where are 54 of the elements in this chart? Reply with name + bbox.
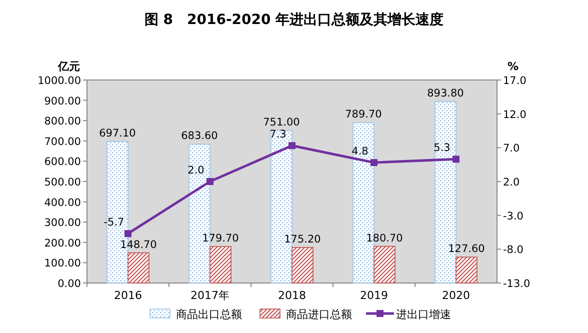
bar bbox=[374, 246, 396, 284]
data-label: 5.3 bbox=[434, 142, 450, 154]
y-tick-label: 900.00 bbox=[44, 95, 81, 108]
y-tick-label: 800.00 bbox=[44, 116, 81, 128]
data-label: 2.0 bbox=[188, 164, 204, 176]
x-tick-label: 2017年 bbox=[190, 289, 230, 302]
bar bbox=[456, 256, 478, 284]
point bbox=[206, 178, 214, 185]
legend-label: 商品进口总额 bbox=[286, 308, 352, 321]
y2-tick-label: 7.0 bbox=[503, 142, 520, 155]
y-tick-label: 600.00 bbox=[44, 156, 81, 168]
point bbox=[288, 142, 296, 150]
y2-tick-label: 17.0 bbox=[503, 75, 526, 87]
data-label: 179.70 bbox=[202, 232, 239, 245]
data-label: -5.7 bbox=[104, 216, 124, 229]
data-label: 7.3 bbox=[270, 128, 286, 141]
point bbox=[452, 156, 460, 163]
data-label: 4.8 bbox=[352, 146, 368, 158]
y-tick-label: 400.00 bbox=[44, 196, 81, 209]
bar bbox=[292, 247, 314, 284]
point bbox=[370, 159, 378, 166]
data-label: 893.80 bbox=[427, 88, 464, 100]
y2-tick-label: -13.0 bbox=[503, 278, 530, 290]
y2-tick-label: -8.0 bbox=[503, 244, 524, 256]
y2-tick-label: -3.0 bbox=[503, 210, 524, 222]
x-tick-label: 2016 bbox=[114, 289, 142, 302]
data-label: 175.20 bbox=[284, 233, 321, 246]
legend-label: 商品出口总额 bbox=[176, 308, 242, 321]
y-tick-label: 700.00 bbox=[44, 136, 81, 148]
y2-axis-title: % bbox=[507, 60, 519, 73]
y2-tick-label: 12.0 bbox=[503, 108, 526, 121]
y-tick-label: 1000.00 bbox=[38, 75, 81, 87]
y-tick-label: 300.00 bbox=[44, 217, 81, 230]
x-tick-label: 2019 bbox=[360, 289, 388, 302]
y-tick-label: 200.00 bbox=[44, 237, 81, 250]
y-axis-title: 亿元 bbox=[57, 60, 80, 73]
y-tick-label: 500.00 bbox=[44, 176, 81, 188]
x-tick-label: 2020 bbox=[442, 289, 470, 302]
data-label: 127.60 bbox=[448, 243, 485, 256]
chart-title: 图 8 2016-2020 年进出口总额及其增长速度 bbox=[144, 11, 444, 28]
data-label: 180.70 bbox=[366, 232, 403, 244]
y-tick-label: 0.00 bbox=[58, 278, 81, 290]
bar bbox=[128, 252, 150, 284]
legend-label: 进出口增速 bbox=[396, 308, 451, 321]
data-label: 148.70 bbox=[120, 238, 157, 251]
data-label: 683.60 bbox=[181, 130, 218, 142]
y2-tick-label: 2.0 bbox=[503, 176, 520, 188]
y-tick-label: 100.00 bbox=[44, 258, 81, 270]
x-tick-label: 2018 bbox=[278, 289, 306, 302]
data-label: 789.70 bbox=[345, 108, 382, 121]
data-label: 697.10 bbox=[99, 127, 136, 140]
data-label: 751.00 bbox=[263, 116, 300, 129]
point bbox=[124, 230, 132, 238]
bar bbox=[210, 246, 232, 284]
